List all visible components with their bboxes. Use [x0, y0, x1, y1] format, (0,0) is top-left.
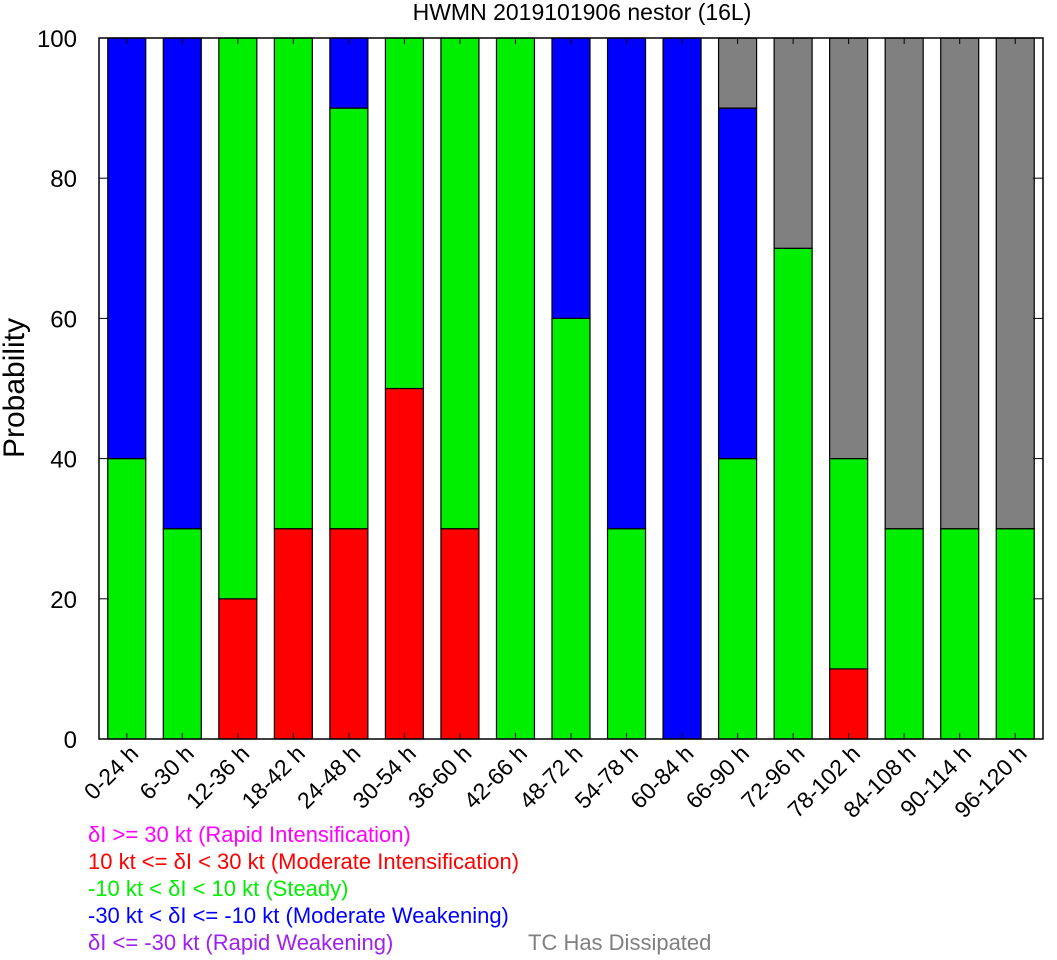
bar-segment: [384, 387, 425, 740]
bar-segment: [940, 528, 980, 740]
legend-entry: δI >= 30 kt (Rapid Intensification): [88, 822, 411, 847]
y-tick-label: 60: [50, 306, 77, 333]
y-axis-label: Probability: [0, 318, 31, 458]
bar-segment: [551, 317, 591, 740]
bar-segment: [440, 37, 480, 530]
bar-segment: [606, 528, 647, 740]
bar-segment: [273, 528, 313, 740]
legend-entry: TC Has Dissipated: [528, 930, 711, 955]
bar-segment: [273, 37, 313, 530]
y-tick-label: 80: [50, 166, 77, 193]
bar-segment: [329, 37, 369, 109]
bar-segment: [717, 107, 758, 460]
legend-entry: -10 kt < δI < 10 kt (Steady): [88, 876, 348, 901]
bar-segment: [495, 37, 536, 740]
bar-segment: [329, 107, 369, 530]
legend-entry: -30 kt < δI <= -10 kt (Moderate Weakenin…: [88, 903, 509, 928]
bar-segment: [773, 37, 813, 249]
bar-segment: [440, 528, 480, 740]
bar-segment: [884, 528, 924, 740]
bar-segment: [551, 37, 591, 319]
y-tick-label: 100: [37, 26, 77, 53]
y-tick-label: 0: [64, 727, 77, 754]
bar-segment: [829, 668, 869, 740]
bar-segment: [162, 528, 202, 740]
bars-layer: [107, 37, 1035, 740]
bar-segment: [162, 37, 202, 530]
bar-segment: [384, 37, 425, 390]
bar-segment: [773, 247, 813, 740]
bar-segment: [995, 37, 1035, 530]
legend-entry: δI <= -30 kt (Rapid Weakening): [88, 930, 393, 955]
bar-segment: [829, 458, 869, 670]
bar-segment: [884, 37, 924, 530]
bar-segment: [606, 37, 647, 530]
bar-segment: [662, 37, 702, 740]
bar-segment: [107, 37, 147, 460]
bar-segment: [218, 37, 258, 600]
plot-frame: [98, 37, 1044, 740]
y-tick-label: 20: [50, 587, 77, 614]
x-tick-label: 0-24 h: [79, 740, 144, 805]
bar-segment: [717, 458, 758, 740]
bar-segment: [218, 598, 258, 740]
legend: δI >= 30 kt (Rapid Intensification)10 kt…: [88, 822, 711, 955]
y-tick-label: 40: [50, 447, 77, 474]
chart-title: HWMN 2019101906 nestor (16L): [413, 0, 752, 25]
bar-segment: [107, 458, 147, 740]
bar-segment: [940, 37, 980, 530]
legend-entry: 10 kt <= δI < 30 kt (Moderate Intensific…: [88, 849, 519, 874]
bar-segment: [995, 528, 1035, 740]
bar-segment: [717, 37, 758, 109]
bar-segment: [329, 528, 369, 740]
bar-segment: [829, 37, 869, 460]
